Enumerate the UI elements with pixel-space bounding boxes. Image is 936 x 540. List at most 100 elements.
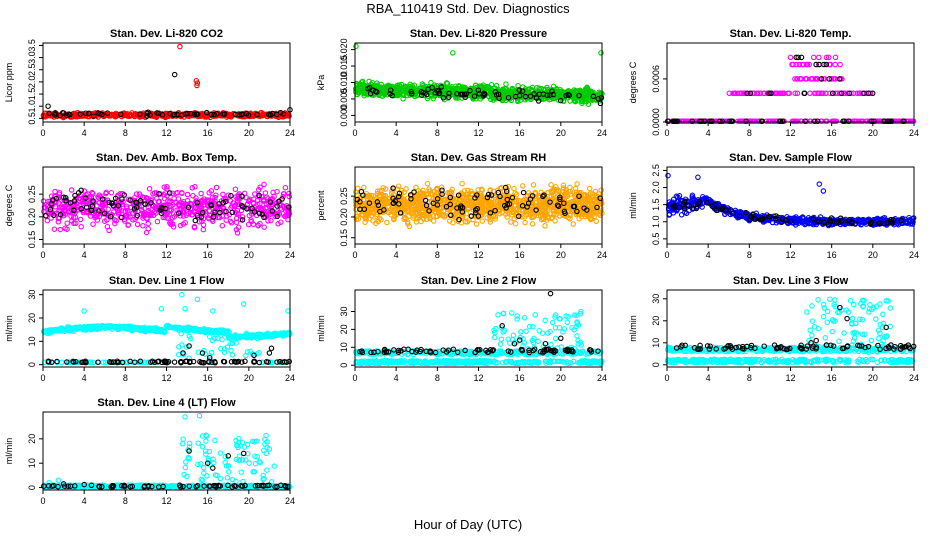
data-point <box>194 80 201 86</box>
x-tick-label: 12 <box>161 128 171 138</box>
data-point <box>379 93 386 99</box>
data-point <box>473 84 480 91</box>
y-tick-label: 2.0 <box>27 76 37 89</box>
data-point <box>508 219 514 225</box>
data-point <box>584 85 590 91</box>
data-point <box>208 111 215 118</box>
data-point <box>108 189 115 196</box>
y-tick-label: 0.25 <box>27 185 37 203</box>
data-point <box>269 110 276 117</box>
data-point <box>413 219 420 225</box>
x-tick-label: 8 <box>747 250 752 260</box>
x-tick-label: 4 <box>82 128 87 138</box>
data-point <box>557 90 563 97</box>
data-point <box>665 172 671 179</box>
data-point <box>221 111 228 117</box>
y-tick-label: 1.5 <box>651 198 661 211</box>
data-point <box>64 220 70 226</box>
data-point <box>52 188 58 195</box>
x-tick-label: 20 <box>868 250 878 260</box>
data-point <box>265 218 271 224</box>
data-point <box>837 61 843 68</box>
data-point <box>419 86 426 92</box>
data-point <box>261 224 267 230</box>
y-axis-label: Licor ppm <box>4 63 14 103</box>
data-point <box>431 93 438 99</box>
data-point <box>154 218 161 225</box>
data-point <box>586 185 593 192</box>
data-point <box>359 78 366 85</box>
panel-title: Stan. Dev. Li-820 Pressure <box>410 28 547 40</box>
x-tick-label: 0 <box>664 250 669 260</box>
data-point <box>159 112 166 118</box>
data-point <box>260 111 266 118</box>
y-tick-label: 0.5 <box>651 233 661 246</box>
data-point <box>90 221 96 227</box>
data-point <box>353 43 359 50</box>
data-point <box>570 221 577 227</box>
x-tick-label: 0 <box>352 128 357 138</box>
x-tick-label: 20 <box>556 128 566 138</box>
x-tick-label: 20 <box>556 250 566 260</box>
data-point <box>67 111 73 118</box>
x-tick-label: 4 <box>706 128 711 138</box>
data-point <box>816 54 822 61</box>
panel-title: Stan. Dev. Amb. Box Temp. <box>96 152 237 164</box>
data-point <box>182 111 189 117</box>
data-point <box>245 112 252 118</box>
data-point <box>585 101 592 108</box>
y-axis-label: kPa <box>316 75 326 91</box>
data-point <box>214 110 220 117</box>
data-point <box>695 174 701 181</box>
data-point <box>443 80 450 86</box>
series-magenta <box>664 54 917 124</box>
data-point <box>493 82 500 89</box>
x-tick-label: 16 <box>203 250 213 260</box>
data-point <box>522 219 528 226</box>
series-red <box>40 43 292 121</box>
data-point <box>118 111 124 118</box>
data-point <box>593 218 600 225</box>
data-point <box>144 113 150 119</box>
data-point <box>144 110 151 117</box>
data-point <box>105 206 112 213</box>
data-point <box>51 226 58 232</box>
data-point <box>598 187 604 193</box>
data-point <box>399 89 405 95</box>
data-point <box>52 110 59 116</box>
data-point <box>282 184 289 191</box>
y-tick-label: 0.25 <box>339 187 349 205</box>
x-tick-label: 24 <box>597 128 607 138</box>
data-point <box>137 111 143 117</box>
data-point <box>529 221 536 227</box>
data-point <box>384 219 390 226</box>
data-point <box>534 84 540 91</box>
data-point <box>503 81 509 87</box>
x-tick-label: 8 <box>123 250 128 260</box>
data-point <box>220 191 226 198</box>
y-tick-label: 0.0006 <box>651 65 661 93</box>
data-point <box>424 180 431 187</box>
series-blue <box>665 172 917 229</box>
data-point <box>473 221 480 227</box>
y-axis-label: ml/min <box>628 192 638 219</box>
x-tick-label: 12 <box>161 250 171 260</box>
data-point <box>807 90 813 97</box>
data-point <box>104 110 111 116</box>
x-tick-label: 8 <box>123 128 128 138</box>
data-point <box>400 96 406 102</box>
x-tick-label: 24 <box>285 250 295 260</box>
plot-frame <box>354 42 603 123</box>
panel-title: Stan. Dev. Sample Flow <box>729 152 852 164</box>
data-point <box>361 92 367 99</box>
x-tick-label: 24 <box>285 128 295 138</box>
data-point <box>68 187 75 193</box>
data-point <box>251 112 257 119</box>
x-tick-label: 24 <box>909 250 919 260</box>
chart-panel-3: Stan. Dev. Li-820 Temp.degrees C0 4 8 12 16 2… <box>628 28 919 138</box>
data-point <box>479 218 486 224</box>
data-point <box>134 221 141 228</box>
